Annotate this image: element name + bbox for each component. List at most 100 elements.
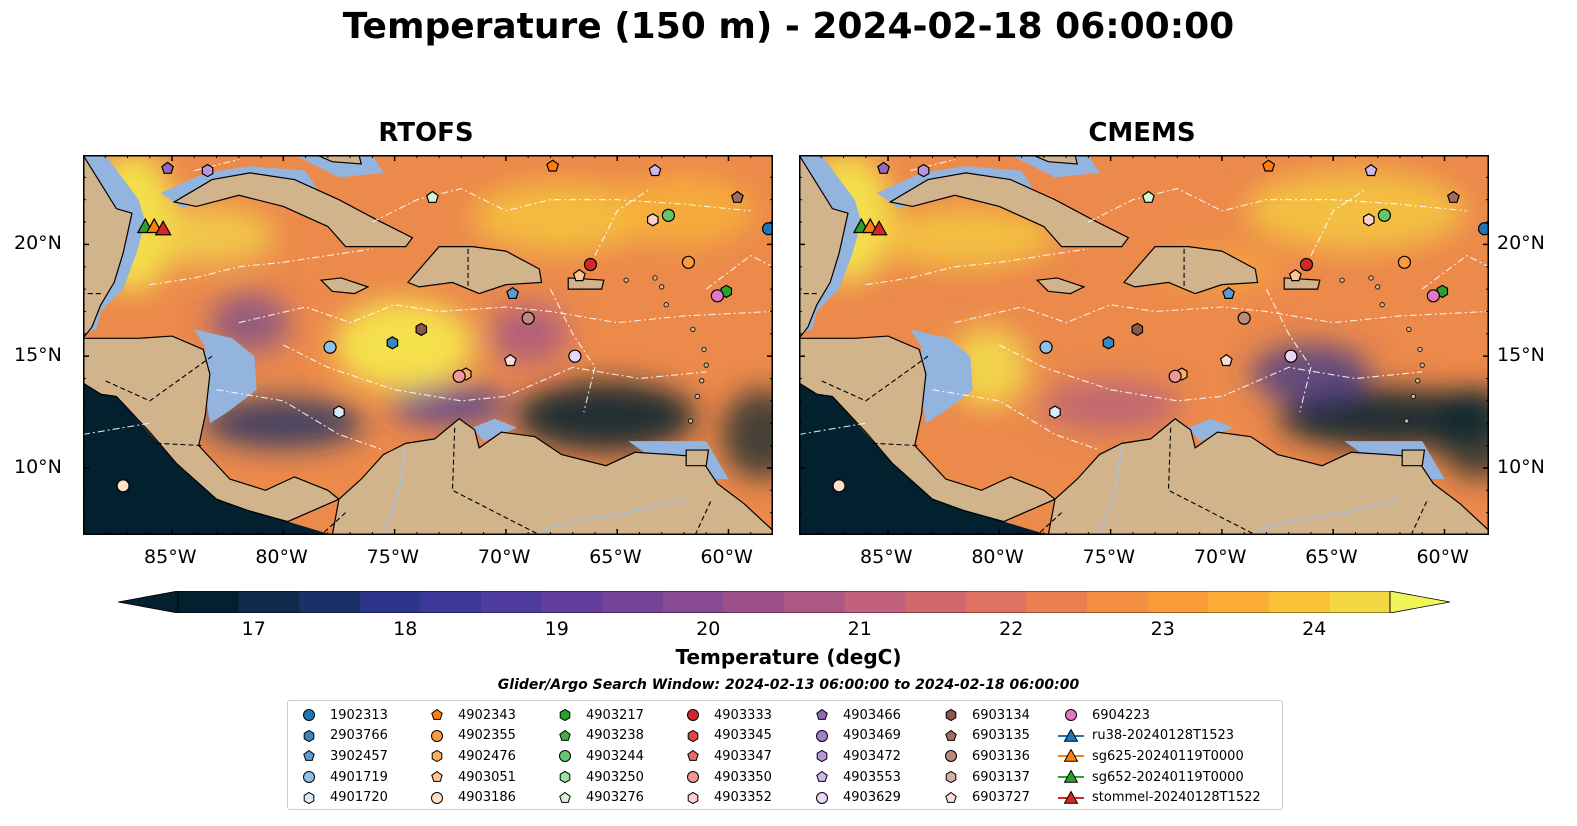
platform-marker-6903135[interactable]: [1446, 190, 1460, 203]
platform-marker-4903186[interactable]: [116, 479, 130, 493]
platform-marker-6903134[interactable]: [415, 322, 428, 337]
legend-item: 4903333: [680, 705, 772, 726]
pacific-ocean: [799, 383, 1049, 535]
eez-boundary: [932, 389, 1100, 451]
legend-column: 4903466 4903469 4903472 4903553 4903629: [809, 705, 901, 808]
platform-marker-sg625-20240119T0000[interactable]: [145, 217, 163, 234]
circle-marker-icon: [816, 791, 828, 804]
legend-item: 4903217: [552, 705, 644, 726]
rtofs-temperature-map[interactable]: [83, 155, 773, 535]
colorbar-segment: [420, 591, 482, 613]
platform-marker-stommel-20240128T1522[interactable]: [154, 220, 172, 236]
platform-marker-stommel-20240128T1522[interactable]: [870, 220, 888, 236]
legend-item-label: 4903553: [843, 769, 901, 785]
map-canvas[interactable]: [83, 155, 773, 535]
platform-marker-4903350[interactable]: [452, 369, 466, 383]
legend-item-label: sg625-20240119T0000: [1092, 748, 1244, 764]
platform-marker-4902343[interactable]: [546, 159, 560, 172]
platform-marker-4903186[interactable]: [832, 479, 846, 493]
land-central: [799, 335, 1057, 523]
platform-marker-4903276[interactable]: [425, 190, 439, 203]
platform-marker-4903629[interactable]: [1284, 349, 1298, 363]
triangle-line-marker-icon: [1058, 790, 1084, 804]
platform-marker-4901719[interactable]: [323, 340, 337, 354]
platform-marker-4903472[interactable]: [917, 163, 930, 178]
platform-marker-2903766[interactable]: [1102, 336, 1115, 350]
platform-marker-6903136[interactable]: [1237, 311, 1251, 325]
circle-marker-icon: [1065, 709, 1077, 722]
legend-item-label: ru38-20240128T1523: [1092, 728, 1235, 744]
platform-marker-4903051[interactable]: [572, 268, 586, 282]
hexagon-marker-icon: [559, 770, 571, 784]
land-cuba: [172, 172, 414, 248]
legend-item-label: 4903238: [586, 728, 644, 744]
circle-marker-icon: [431, 729, 443, 742]
platform-marker-4903333[interactable]: [583, 257, 598, 272]
map-canvas[interactable]: [799, 155, 1489, 535]
eez-boundary: [1088, 187, 1467, 223]
country-border: [320, 512, 347, 535]
legend-item: 4903250: [552, 767, 644, 788]
platform-marker-4903350[interactable]: [1168, 369, 1182, 383]
legend-item: 4903051: [424, 767, 516, 788]
legend-item-label: 6903137: [972, 769, 1030, 785]
platform-marker-6903134[interactable]: [1131, 322, 1144, 337]
platform-marker-4903333[interactable]: [1299, 257, 1314, 272]
platform-marker-4901720[interactable]: [333, 405, 345, 419]
colorbar-tick-label: 22: [999, 618, 1024, 640]
platform-marker-4903276[interactable]: [1141, 190, 1155, 203]
legend-column: 4902343 4902355 4902476 4903051 4903186: [424, 705, 516, 808]
platform-marker-6903136[interactable]: [521, 311, 535, 325]
legend-item-label: 4902343: [458, 707, 516, 723]
platform-marker-4903051[interactable]: [1288, 268, 1302, 282]
platform-marker-4902343[interactable]: [1262, 159, 1276, 172]
circle-marker-icon: [303, 709, 315, 722]
map-frame: [799, 155, 1489, 535]
platform-marker-3902457[interactable]: [1222, 286, 1236, 299]
temperature-anomaly: [875, 207, 1056, 268]
colorbar-segment: [723, 591, 785, 613]
platform-marker-3902457[interactable]: [506, 286, 520, 299]
platform-marker-4902355[interactable]: [681, 255, 696, 269]
platform-marker-4903244[interactable]: [1377, 208, 1391, 222]
legend-item-label: 4903250: [586, 769, 644, 785]
platform-marker-4903629[interactable]: [568, 349, 582, 363]
pentagon-marker-icon: [816, 770, 828, 782]
platform-marker-6904223[interactable]: [710, 289, 724, 303]
cmems-temperature-map[interactable]: [799, 155, 1489, 535]
platform-marker-4903244[interactable]: [661, 208, 675, 222]
platform-marker-4903466[interactable]: [161, 161, 175, 174]
land-yucatan: [83, 155, 133, 340]
eez-boundary: [372, 187, 751, 223]
platform-marker-4903472[interactable]: [201, 163, 214, 178]
platform-marker-4903553[interactable]: [648, 163, 662, 177]
temperature-anomaly: [1278, 388, 1489, 449]
platform-marker-6904223[interactable]: [1426, 289, 1440, 303]
colorbar-segment: [1147, 591, 1209, 613]
platform-marker-2903766[interactable]: [386, 336, 399, 350]
island: [1410, 393, 1416, 400]
island: [652, 275, 658, 281]
lat-tick-label-left: 10°N: [14, 455, 62, 478]
platform-marker-4903352[interactable]: [646, 213, 659, 227]
island: [1406, 326, 1412, 332]
platform-marker-4903553[interactable]: [1364, 163, 1378, 177]
platform-marker-4903466[interactable]: [877, 161, 891, 174]
platform-marker-1902313[interactable]: [1477, 222, 1489, 236]
platform-marker-6903727[interactable]: [1219, 353, 1233, 367]
platform-marker-6903727[interactable]: [503, 353, 517, 367]
colorbar-tick-label: 23: [1150, 618, 1175, 640]
platform-marker-4901719[interactable]: [1039, 340, 1053, 354]
lon-tick-label: 70°W: [1193, 546, 1247, 568]
platform-marker-4901720[interactable]: [1049, 405, 1061, 419]
pacific-ocean: [83, 383, 333, 535]
legend-item: 1902313: [296, 705, 388, 726]
figure-title: Temperature (150 m) - 2024-02-18 06:00:0…: [342, 6, 1235, 47]
platform-marker-4903352[interactable]: [1362, 213, 1375, 227]
platform-marker-6903135[interactable]: [730, 190, 744, 203]
platform-marker-4902355[interactable]: [1397, 255, 1412, 269]
colorbar-label: Temperature (degC): [675, 645, 902, 669]
country-border: [1167, 427, 1257, 535]
platform-marker-sg625-20240119T0000[interactable]: [861, 217, 879, 234]
platform-marker-1902313[interactable]: [761, 222, 773, 236]
